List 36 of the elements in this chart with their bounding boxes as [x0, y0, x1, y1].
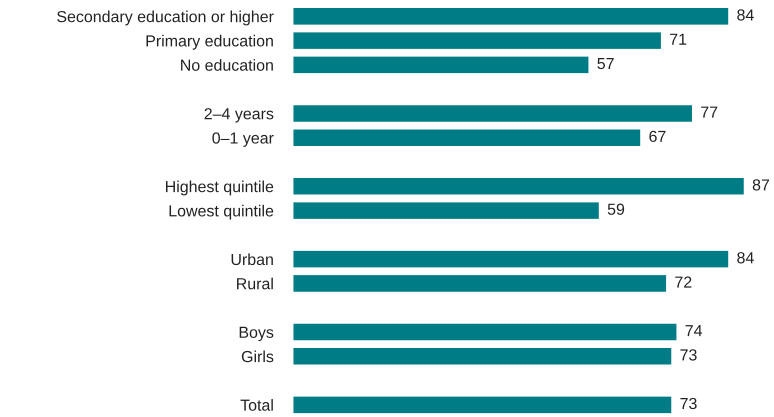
y-tick-label: Lowest quintile — [170, 204, 274, 220]
data-label: 73 — [680, 398, 697, 410]
data-label: 67 — [649, 130, 666, 142]
data-label: 73 — [680, 349, 697, 361]
data-label: 87 — [752, 179, 770, 191]
y-tick-label: Urban — [232, 253, 273, 266]
bar — [293, 105, 692, 122]
data-label: 84 — [737, 9, 754, 21]
bar — [293, 202, 599, 219]
bar — [293, 56, 588, 74]
y-tick-label: Boys — [240, 326, 274, 342]
y-tick-label: No education — [181, 59, 273, 71]
y-tick-label: 2–4 years — [204, 108, 274, 123]
bar — [293, 178, 744, 195]
bar — [293, 275, 666, 292]
y-tick-label: Primary education — [146, 34, 273, 50]
data-label: 84 — [737, 252, 754, 264]
data-label: 74 — [686, 325, 702, 336]
y-tick-label: Girls — [242, 350, 274, 362]
bar — [293, 8, 728, 25]
y-tick-label: Total — [240, 399, 273, 411]
data-label: 57 — [597, 58, 614, 70]
y-tick-label: Secondary education or higher — [57, 10, 274, 26]
bar — [293, 129, 640, 146]
y-tick-label: 0–1 year — [212, 132, 274, 147]
y-tick-label: Highest quintile — [166, 180, 274, 196]
bar — [293, 348, 672, 365]
bar — [293, 396, 672, 414]
data-label: 77 — [701, 106, 718, 118]
data-label: 59 — [608, 204, 624, 215]
y-tick-label: Rural — [237, 278, 273, 290]
data-label: 71 — [670, 34, 686, 45]
bar — [293, 324, 676, 340]
data-label: 72 — [675, 276, 692, 288]
bar — [293, 32, 661, 49]
bar — [293, 250, 728, 268]
